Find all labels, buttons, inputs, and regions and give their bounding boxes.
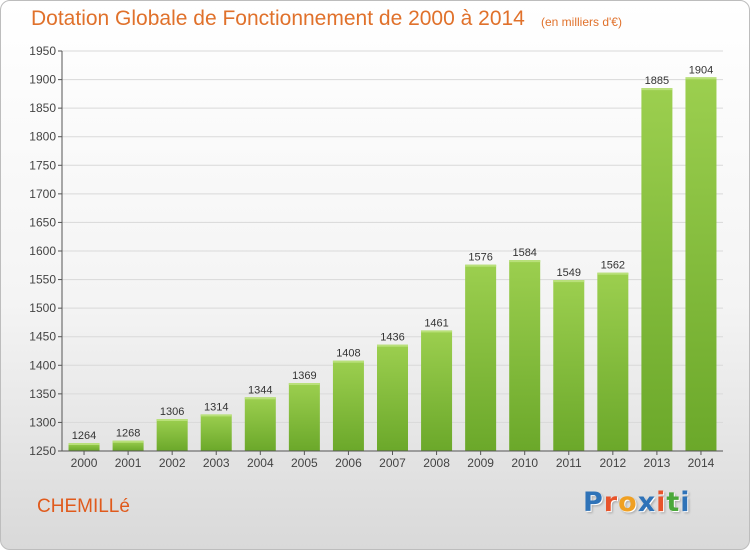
y-tick-label: 1900 bbox=[29, 73, 56, 87]
bar-2002[interactable] bbox=[156, 419, 188, 451]
x-tick-label: 2002 bbox=[159, 456, 186, 470]
y-tick-label: 1550 bbox=[29, 273, 56, 287]
labels: 1250 1300 1350 1400 1450 1500 1550 1600 1650 1700… bbox=[29, 44, 714, 470]
value-label: 1344 bbox=[248, 384, 272, 396]
value-label: 1408 bbox=[336, 348, 360, 360]
x-tick-label: 2004 bbox=[247, 456, 274, 470]
x-tick-label: 2003 bbox=[203, 456, 230, 470]
x-tick-label: 2012 bbox=[599, 456, 626, 470]
bar-highlight bbox=[68, 443, 100, 445]
bar-2012[interactable] bbox=[597, 272, 629, 451]
bar-2004[interactable] bbox=[244, 397, 276, 451]
x-tick-label: 2009 bbox=[467, 456, 494, 470]
logo-letter: x bbox=[637, 487, 657, 518]
value-label: 1264 bbox=[72, 430, 96, 442]
logo-letter: o bbox=[618, 487, 638, 518]
bar-highlight bbox=[112, 440, 144, 443]
value-label: 1904 bbox=[689, 64, 713, 76]
bar-2009[interactable] bbox=[465, 264, 497, 451]
x-tick-label: 2010 bbox=[511, 456, 538, 470]
bar-2001[interactable] bbox=[112, 440, 144, 451]
value-label: 1576 bbox=[468, 252, 492, 264]
proxiti-logo[interactable]: Proxiti bbox=[583, 487, 691, 518]
y-tick-label: 1350 bbox=[29, 387, 56, 401]
bar-highlight bbox=[244, 397, 276, 400]
bar-highlight bbox=[465, 264, 497, 267]
bar-highlight bbox=[685, 77, 717, 80]
x-tick-label: 2013 bbox=[644, 456, 671, 470]
value-label: 1885 bbox=[645, 75, 669, 87]
bar-2000[interactable] bbox=[68, 443, 100, 451]
bar-2010[interactable] bbox=[509, 260, 541, 451]
y-tick-label: 1400 bbox=[29, 358, 56, 372]
chart-title: Dotation Globale de Fonctionnement de 20… bbox=[31, 7, 525, 30]
value-label: 1268 bbox=[116, 428, 140, 440]
bar-highlight bbox=[641, 88, 673, 91]
y-tick-label: 1600 bbox=[29, 244, 56, 258]
axes bbox=[58, 50, 723, 455]
x-tick-label: 2005 bbox=[291, 456, 318, 470]
value-label: 1549 bbox=[557, 267, 581, 279]
x-tick-label: 2000 bbox=[71, 456, 98, 470]
y-tick-label: 1300 bbox=[29, 415, 56, 429]
x-tick-label: 2014 bbox=[688, 456, 715, 470]
commune-name: CHEMILLé bbox=[37, 496, 130, 517]
bar-2006[interactable] bbox=[332, 360, 364, 451]
value-label: 1314 bbox=[204, 401, 228, 413]
bar-2003[interactable] bbox=[200, 414, 232, 451]
bar-highlight bbox=[597, 272, 629, 275]
value-label: 1584 bbox=[512, 247, 536, 259]
bar-highlight bbox=[200, 414, 232, 417]
bar-2013[interactable] bbox=[641, 88, 673, 452]
value-label: 1369 bbox=[292, 370, 316, 382]
y-tick-label: 1450 bbox=[29, 330, 56, 344]
bar-highlight bbox=[288, 383, 320, 385]
y-tick-label: 1700 bbox=[29, 187, 56, 201]
y-tick-label: 1650 bbox=[29, 215, 56, 229]
bar-highlight bbox=[509, 260, 541, 263]
x-tick-label: 2001 bbox=[115, 456, 142, 470]
chart-unit: (en milliers d'€) bbox=[541, 15, 622, 29]
logo-letter: P bbox=[583, 487, 604, 518]
logo-letter: t bbox=[666, 487, 681, 518]
value-label: 1306 bbox=[160, 406, 184, 418]
value-label: 1562 bbox=[601, 260, 625, 272]
y-tick-label: 1750 bbox=[29, 158, 56, 172]
x-tick-label: 2008 bbox=[423, 456, 450, 470]
y-tick-label: 1800 bbox=[29, 130, 56, 144]
logo-letter: i bbox=[656, 487, 667, 518]
bar-2014[interactable] bbox=[685, 77, 717, 452]
y-tick-label: 1950 bbox=[29, 44, 56, 58]
bar-2008[interactable] bbox=[421, 330, 453, 451]
logo-letter: r bbox=[603, 487, 619, 518]
bar-2011[interactable] bbox=[553, 280, 585, 451]
bar-highlight bbox=[421, 330, 453, 333]
bar-2007[interactable] bbox=[377, 344, 408, 451]
x-tick-label: 2006 bbox=[335, 456, 362, 470]
x-tick-label: 2011 bbox=[556, 456, 582, 470]
bar-highlight bbox=[156, 419, 188, 421]
y-tick-label: 1250 bbox=[29, 444, 56, 458]
bars bbox=[68, 77, 717, 452]
bar-highlight bbox=[377, 344, 408, 347]
bar-highlight bbox=[332, 360, 364, 363]
y-tick-label: 1850 bbox=[29, 101, 56, 115]
value-label: 1436 bbox=[380, 332, 404, 344]
logo-letter: i bbox=[680, 487, 691, 518]
value-label: 1461 bbox=[424, 317, 448, 329]
x-tick-label: 2007 bbox=[379, 456, 406, 470]
bar-2005[interactable] bbox=[288, 383, 320, 451]
bar-highlight bbox=[553, 280, 585, 283]
y-tick-label: 1500 bbox=[29, 301, 56, 315]
